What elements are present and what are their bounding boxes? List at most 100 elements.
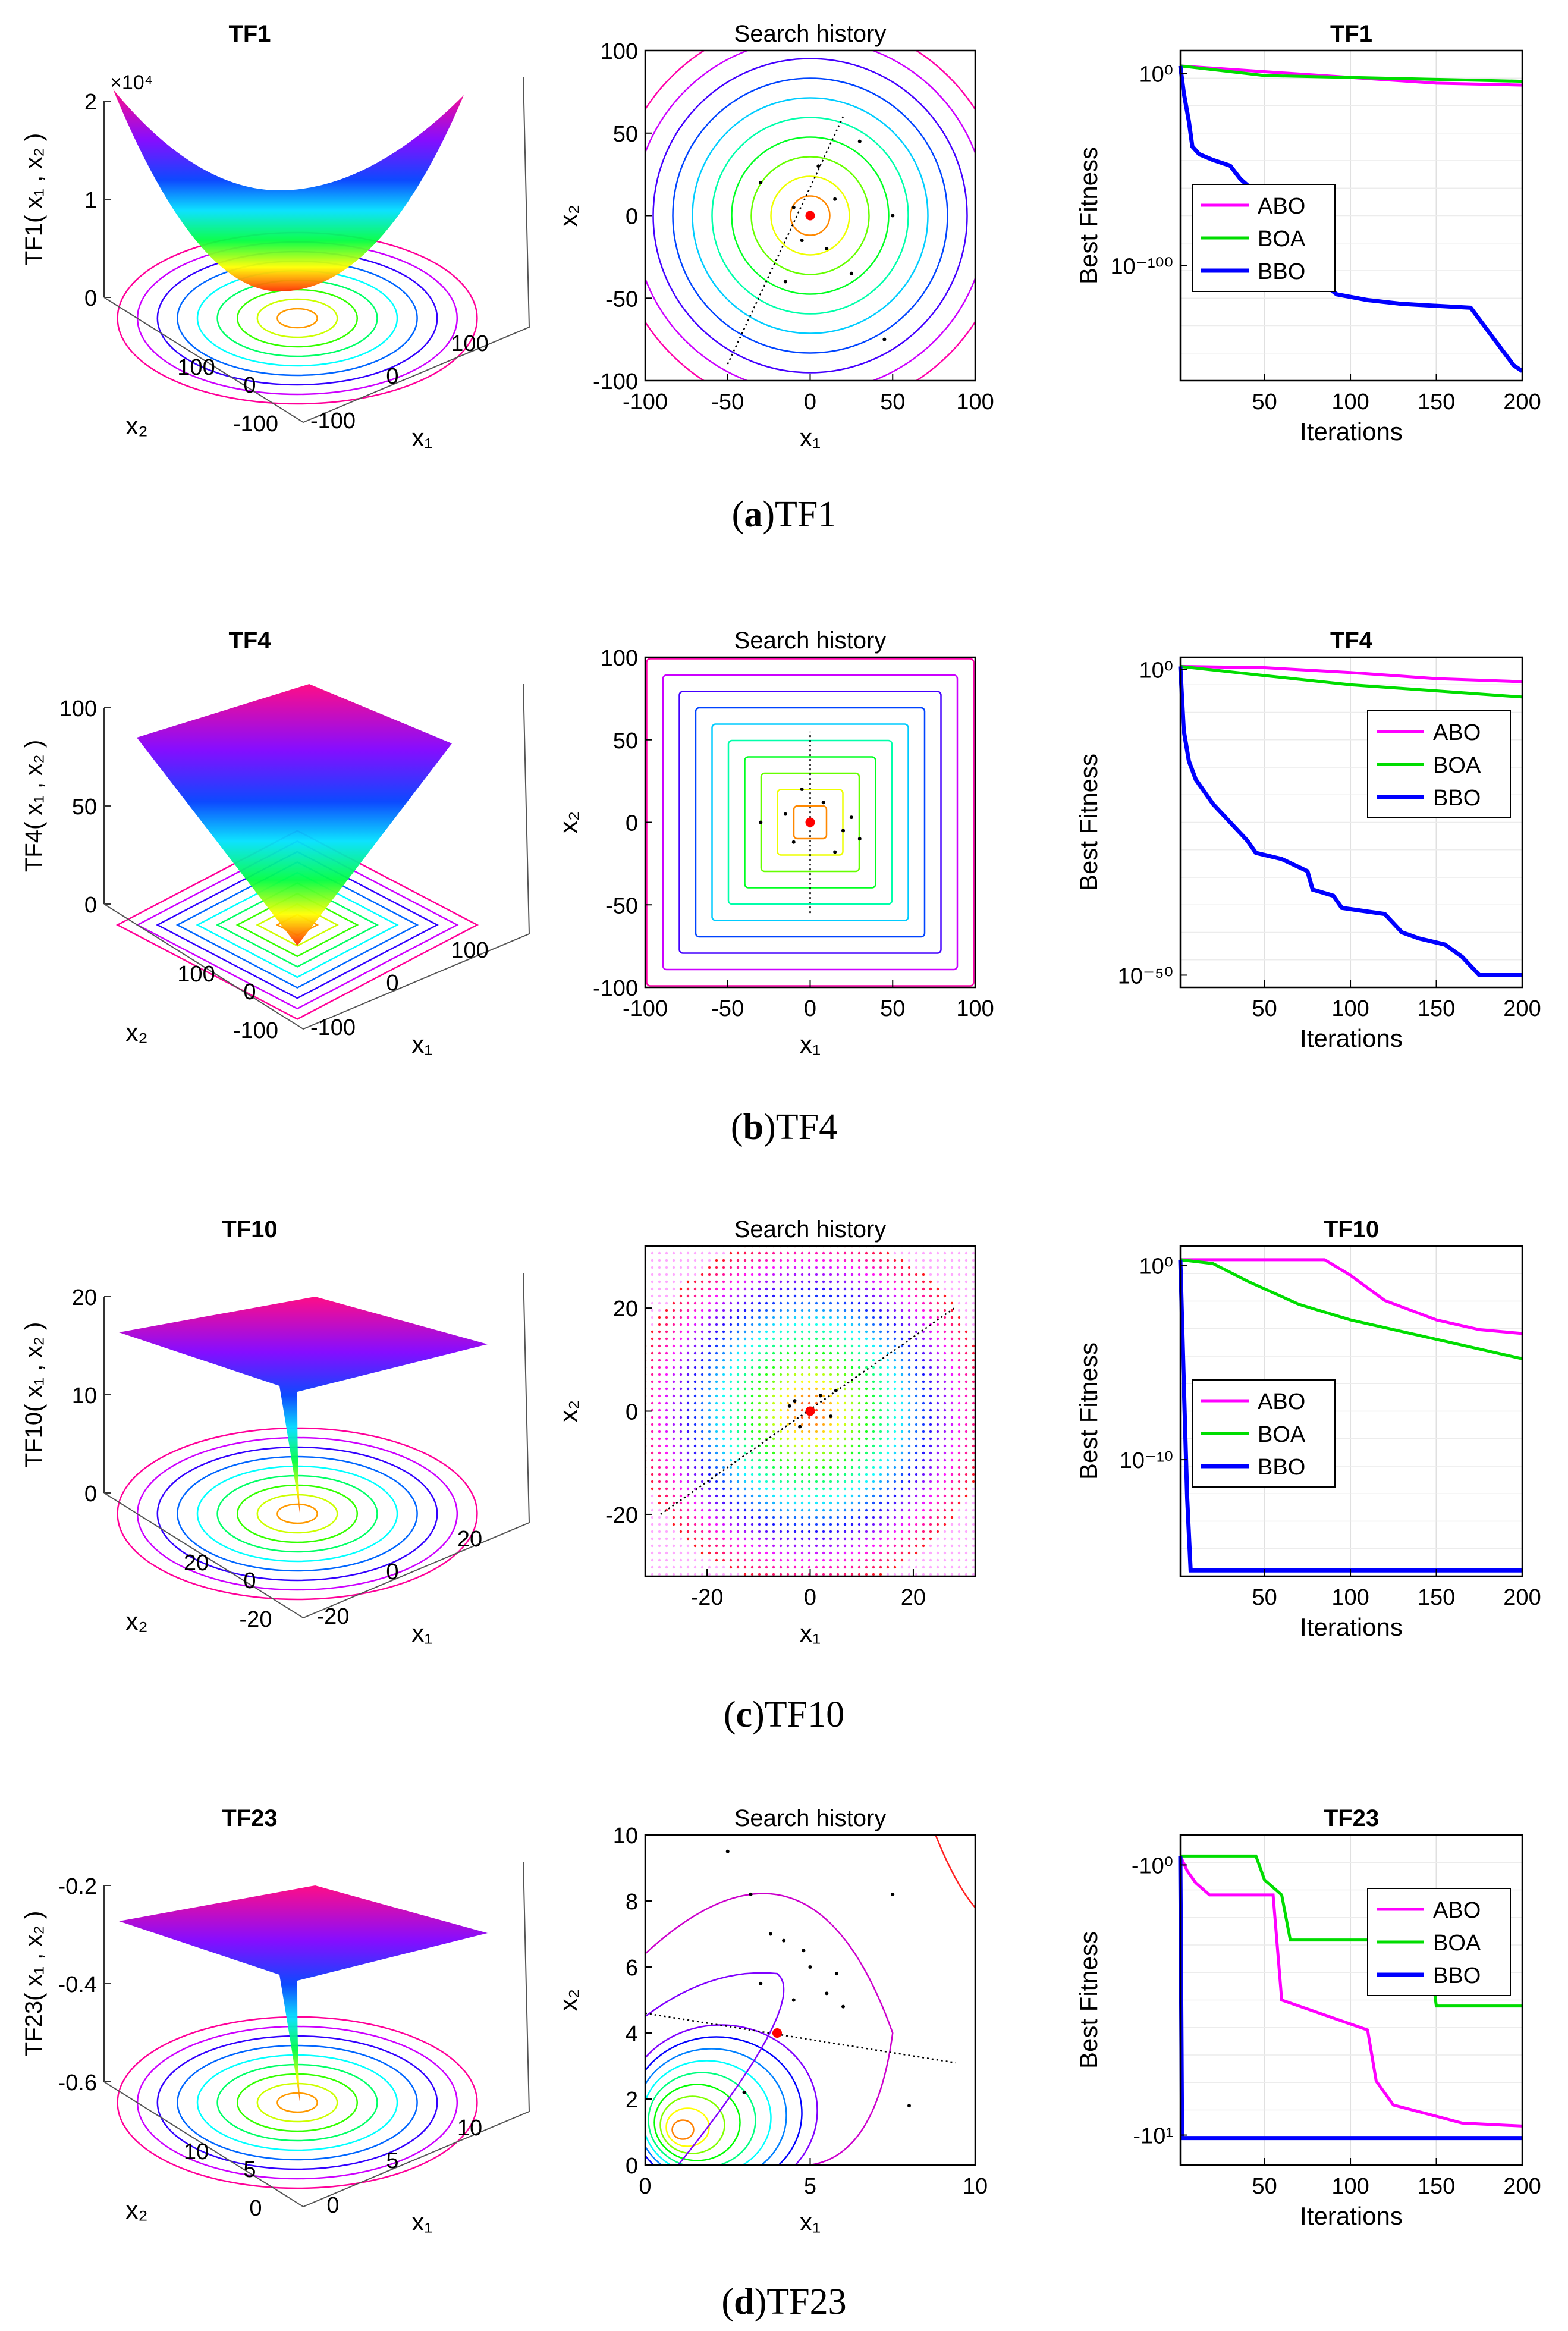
contour-dot xyxy=(957,1316,961,1319)
contour-dot xyxy=(886,1301,890,1305)
contour-dot xyxy=(693,1458,697,1462)
contour-dot xyxy=(815,1309,818,1312)
contour-dot xyxy=(865,1573,868,1576)
contour-dot xyxy=(672,1273,675,1276)
contour-dot xyxy=(722,1416,725,1419)
contour-dot xyxy=(907,1373,911,1376)
contour-dot xyxy=(672,1323,675,1326)
contour-dot xyxy=(879,1516,882,1519)
contour-dot xyxy=(736,1430,740,1433)
contour-dot xyxy=(722,1501,725,1505)
contour-dot xyxy=(865,1294,868,1298)
contour-dot xyxy=(715,1501,718,1505)
contour-dot xyxy=(922,1458,925,1462)
contour-dot xyxy=(758,1430,761,1433)
contour-dot xyxy=(800,1351,804,1355)
contour-dot xyxy=(758,1401,761,1405)
convergence-title: TF10 xyxy=(1324,1216,1379,1243)
contour-dot xyxy=(815,1501,818,1505)
contour-dot xyxy=(658,1251,661,1255)
caption-name: TF23 xyxy=(766,2282,847,2322)
contour-dot xyxy=(693,1544,697,1548)
contour-dot xyxy=(836,1565,840,1569)
contour-dot xyxy=(872,1408,875,1412)
contour-dot xyxy=(686,1416,690,1419)
contour-dot xyxy=(879,1387,882,1391)
contour-dot xyxy=(736,1323,740,1326)
contour-dot xyxy=(950,1309,954,1312)
contour-dot xyxy=(651,1394,654,1398)
contour-dot xyxy=(936,1487,939,1491)
x-tick-label: 0 xyxy=(804,390,816,415)
contour-dot xyxy=(879,1323,882,1326)
contour-dot xyxy=(893,1359,897,1362)
contour-dot xyxy=(807,1366,811,1369)
contour-dot xyxy=(807,1309,811,1312)
contour-dot xyxy=(729,1523,733,1526)
contour-dot xyxy=(807,1259,811,1262)
search-point xyxy=(725,1849,730,1853)
base-contour xyxy=(276,1503,318,1524)
contour-dot xyxy=(708,1266,711,1269)
contour-dot xyxy=(715,1437,718,1441)
contour-dot xyxy=(700,1380,704,1383)
contour-dot xyxy=(829,1294,832,1298)
contour-dot xyxy=(651,1373,654,1376)
contour-dot xyxy=(972,1501,975,1505)
contour-dot xyxy=(672,1551,675,1555)
y-axis-label: x₂ xyxy=(125,1018,147,1046)
contour-dot xyxy=(743,1294,747,1298)
contour-dot xyxy=(822,1473,825,1476)
contour-dot xyxy=(843,1366,847,1369)
y-tick-label: 8 xyxy=(626,1890,638,1915)
contour-dot xyxy=(807,1530,811,1533)
contour-dot xyxy=(651,1416,654,1419)
contour-dot xyxy=(822,1501,825,1505)
contour-dot xyxy=(836,1408,840,1412)
contour-dot xyxy=(843,1408,847,1412)
contour-dot xyxy=(807,1516,811,1519)
contour-dot xyxy=(700,1294,704,1298)
contour-dot xyxy=(929,1458,932,1462)
contour-dot xyxy=(964,1251,968,1255)
contour-dot xyxy=(758,1394,761,1398)
contour-dot xyxy=(886,1516,890,1519)
contour-dot xyxy=(822,1416,825,1419)
contour-dot xyxy=(936,1330,939,1334)
y-tick-label: -50 xyxy=(605,287,638,312)
contour-dot xyxy=(929,1430,932,1433)
contour-dot xyxy=(750,1437,754,1441)
contour-dot xyxy=(850,1294,854,1298)
contour-dot xyxy=(915,1416,918,1419)
base-contour xyxy=(256,2082,338,2123)
search-point xyxy=(783,280,787,284)
contour-dot xyxy=(836,1373,840,1376)
contour-dot xyxy=(807,1451,811,1455)
contour-dot xyxy=(957,1558,961,1562)
contour-dot xyxy=(693,1444,697,1448)
contour-dot xyxy=(786,1551,790,1555)
x-tick-label: 200 xyxy=(1503,390,1541,415)
contour-dot xyxy=(658,1544,661,1548)
contour-dot xyxy=(893,1551,897,1555)
contour-dot xyxy=(807,1551,811,1555)
contour-dot xyxy=(972,1344,975,1348)
contour-dot xyxy=(800,1558,804,1562)
contour-dot xyxy=(722,1494,725,1498)
contour-dot xyxy=(672,1480,675,1483)
y-tick-label: 20 xyxy=(613,1297,638,1322)
contour-dot xyxy=(857,1487,861,1491)
contour-dot xyxy=(743,1251,747,1255)
contour-dot xyxy=(943,1401,947,1405)
contour-dot xyxy=(872,1480,875,1483)
contour-dot xyxy=(807,1330,811,1334)
contour-dot xyxy=(672,1416,675,1419)
contour-dot xyxy=(957,1565,961,1569)
contour-dot xyxy=(700,1423,704,1426)
contour-dot xyxy=(708,1473,711,1476)
contour-dot xyxy=(715,1359,718,1362)
contour-dot xyxy=(793,1251,797,1255)
contour-dot xyxy=(700,1251,704,1255)
contour-dot xyxy=(964,1394,968,1398)
contour-dot xyxy=(943,1344,947,1348)
